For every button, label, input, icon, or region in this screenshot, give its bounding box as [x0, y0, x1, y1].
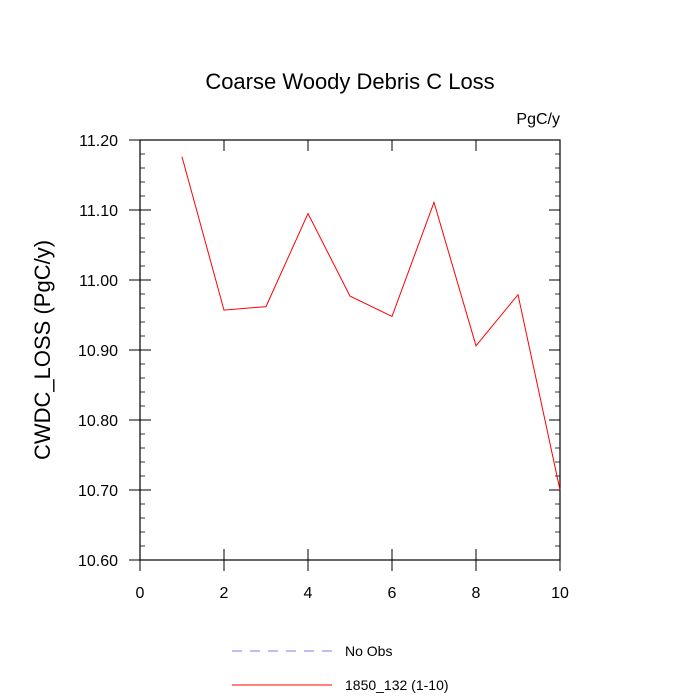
y-tick-labels: 10.60 10.70 10.80 10.90 11.00 11.10 11.20 — [78, 133, 118, 570]
legend-label-0: No Obs — [345, 643, 392, 659]
series-group — [181, 156, 561, 491]
y-tick-label: 10.70 — [78, 483, 118, 500]
x-tick-label: 0 — [136, 585, 145, 602]
x-tick-label: 2 — [220, 585, 229, 602]
y-tick-label: 11.10 — [79, 203, 118, 220]
plot-frame — [139, 139, 561, 561]
x-tick-label: 10 — [551, 585, 569, 602]
x-tick-label: 4 — [304, 585, 313, 602]
x-tick-labels: 0 2 4 6 8 10 — [136, 585, 569, 602]
y-tick-label: 10.80 — [78, 413, 118, 430]
x-tick-label: 6 — [388, 585, 397, 602]
y-tick-label: 11.20 — [79, 133, 118, 150]
minor-ticks — [140, 153, 560, 547]
y-tick-label: 11.00 — [79, 273, 118, 290]
legend-label-1: 1850_132 (1-10) — [345, 677, 449, 693]
y-tick-label: 10.90 — [78, 343, 118, 360]
chart-title: Coarse Woody Debris C Loss — [205, 69, 494, 94]
series-line-1 — [181, 156, 561, 491]
y-axis-label: CWDC_LOSS (PgC/y) — [30, 240, 55, 460]
units-label: PgC/y — [516, 111, 560, 128]
x-tick-label: 8 — [472, 585, 481, 602]
legend: No Obs 1850_132 (1-10) — [232, 643, 449, 693]
y-tick-label: 10.60 — [78, 553, 118, 570]
major-ticks — [129, 139, 561, 571]
